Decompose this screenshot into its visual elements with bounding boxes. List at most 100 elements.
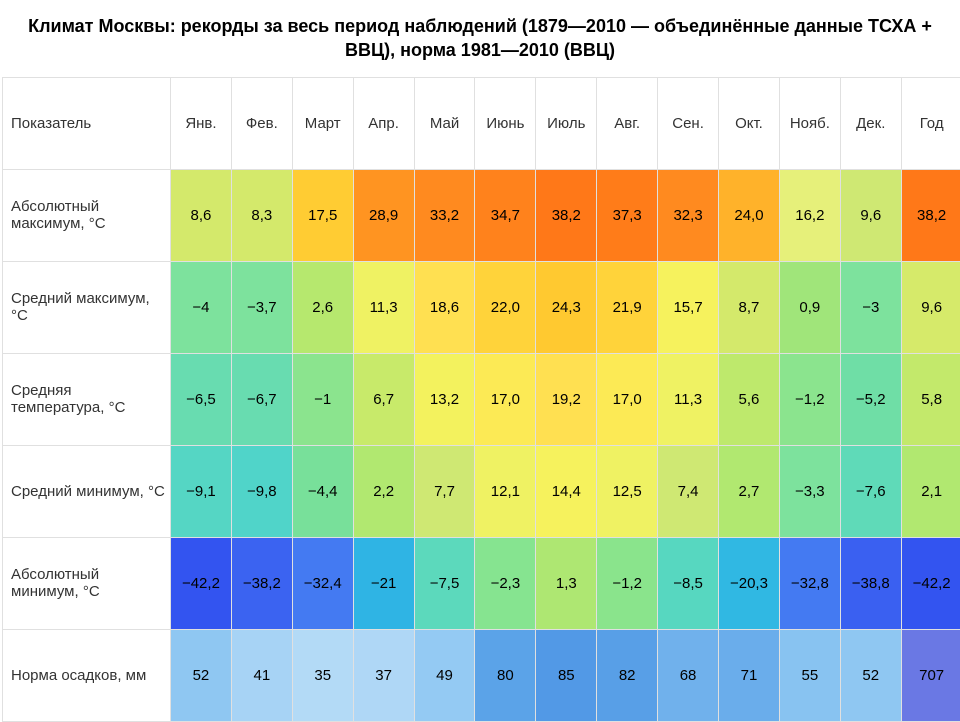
- cell-2-7: 17,0: [597, 353, 658, 445]
- cell-5-4: 49: [414, 629, 475, 721]
- cell-0-10: 16,2: [779, 169, 840, 261]
- cell-5-6: 85: [536, 629, 597, 721]
- cell-0-2: 17,5: [292, 169, 353, 261]
- col-header-1: Фев.: [231, 77, 292, 169]
- cell-3-3: 2,2: [353, 445, 414, 537]
- cell-1-10: 0,9: [779, 261, 840, 353]
- col-header-7: Авг.: [597, 77, 658, 169]
- col-header-4: Май: [414, 77, 475, 169]
- cell-5-11: 52: [840, 629, 901, 721]
- cell-2-10: −1,2: [779, 353, 840, 445]
- cell-1-11: −3: [840, 261, 901, 353]
- cell-3-7: 12,5: [597, 445, 658, 537]
- cell-5-7: 82: [597, 629, 658, 721]
- cell-1-3: 11,3: [353, 261, 414, 353]
- row-label-3: Средний минимум, °C: [3, 445, 171, 537]
- cell-2-3: 6,7: [353, 353, 414, 445]
- cell-4-12: −42,2: [901, 537, 960, 629]
- cell-3-12: 2,1: [901, 445, 960, 537]
- cell-5-10: 55: [779, 629, 840, 721]
- cell-4-5: −2,3: [475, 537, 536, 629]
- cell-3-0: −9,1: [171, 445, 232, 537]
- cell-2-5: 17,0: [475, 353, 536, 445]
- cell-2-11: −5,2: [840, 353, 901, 445]
- cell-0-4: 33,2: [414, 169, 475, 261]
- cell-0-3: 28,9: [353, 169, 414, 261]
- cell-3-9: 2,7: [719, 445, 780, 537]
- cell-1-5: 22,0: [475, 261, 536, 353]
- cell-0-7: 37,3: [597, 169, 658, 261]
- col-header-12: Год: [901, 77, 960, 169]
- cell-2-8: 11,3: [658, 353, 719, 445]
- cell-0-8: 32,3: [658, 169, 719, 261]
- cell-1-2: 2,6: [292, 261, 353, 353]
- cell-1-4: 18,6: [414, 261, 475, 353]
- table-row: Абсолютный минимум, °C −42,2 −38,2−32,4−21…: [3, 537, 960, 629]
- cell-2-12: 5,8: [901, 353, 960, 445]
- cell-1-8: 15,7: [658, 261, 719, 353]
- col-header-8: Сен.: [658, 77, 719, 169]
- table-row: Средний минимум, °C−9,1−9,8−4,42,27,712,…: [3, 445, 960, 537]
- cell-5-3: 37: [353, 629, 414, 721]
- cell-3-6: 14,4: [536, 445, 597, 537]
- cell-5-9: 71: [719, 629, 780, 721]
- col-header-6: Июль: [536, 77, 597, 169]
- row-label-5: Норма осадков, мм: [3, 629, 171, 721]
- cell-1-6: 24,3: [536, 261, 597, 353]
- cell-4-3: −21: [353, 537, 414, 629]
- cell-2-0: −6,5: [171, 353, 232, 445]
- row-label-0: Абсолютный максимум, °C: [3, 169, 171, 261]
- cell-2-4: 13,2: [414, 353, 475, 445]
- cell-0-5: 34,7: [475, 169, 536, 261]
- cell-5-8: 68: [658, 629, 719, 721]
- table-row: Средний максимум, °C−4−3,72,611,318,622,…: [3, 261, 960, 353]
- cell-2-1: −6,7: [231, 353, 292, 445]
- page-title: Климат Москвы: рекорды за весь период на…: [2, 8, 958, 77]
- cell-3-8: 7,4: [658, 445, 719, 537]
- cell-2-9: 5,6: [719, 353, 780, 445]
- col-header-10: Нояб.: [779, 77, 840, 169]
- cell-5-1: 41: [231, 629, 292, 721]
- col-header-0: Янв.: [171, 77, 232, 169]
- col-header-3: Апр.: [353, 77, 414, 169]
- cell-3-4: 7,7: [414, 445, 475, 537]
- col-header-9: Окт.: [719, 77, 780, 169]
- cell-0-6: 38,2: [536, 169, 597, 261]
- cell-4-7: −1,2: [597, 537, 658, 629]
- row-label-1: Средний максимум, °C: [3, 261, 171, 353]
- row-label-4: Абсолютный минимум, °C: [3, 537, 171, 629]
- cell-1-1: −3,7: [231, 261, 292, 353]
- cell-4-1: −38,2: [231, 537, 292, 629]
- table-row: Средняя температура, °C−6,5−6,7−16,713,2…: [3, 353, 960, 445]
- cell-1-12: 9,6: [901, 261, 960, 353]
- cell-5-2: 35: [292, 629, 353, 721]
- cell-1-0: −4: [171, 261, 232, 353]
- cell-1-7: 21,9: [597, 261, 658, 353]
- climate-table: Показатель Янв.Фев.МартАпр.МайИюньИюльАв…: [2, 77, 960, 722]
- table-row: Абсолютный максимум, °C8,68,317,528,933,…: [3, 169, 960, 261]
- table-row: Норма осадков, мм52413537498085826871555…: [3, 629, 960, 721]
- cell-5-0: 52: [171, 629, 232, 721]
- cell-0-9: 24,0: [719, 169, 780, 261]
- cell-3-10: −3,3: [779, 445, 840, 537]
- cell-5-12: 707: [901, 629, 960, 721]
- cell-0-11: 9,6: [840, 169, 901, 261]
- cell-3-2: −4,4: [292, 445, 353, 537]
- cell-4-11: −38,8: [840, 537, 901, 629]
- col-header-11: Дек.: [840, 77, 901, 169]
- col-header-5: Июнь: [475, 77, 536, 169]
- cell-3-11: −7,6: [840, 445, 901, 537]
- cell-3-1: −9,8: [231, 445, 292, 537]
- cell-0-1: 8,3: [231, 169, 292, 261]
- row-label-2: Средняя температура, °C: [3, 353, 171, 445]
- cell-4-4: −7,5: [414, 537, 475, 629]
- cell-3-5: 12,1: [475, 445, 536, 537]
- cell-4-2: −32,4: [292, 537, 353, 629]
- cell-0-0: 8,6: [171, 169, 232, 261]
- cell-4-9: −20,3: [719, 537, 780, 629]
- cell-2-6: 19,2: [536, 353, 597, 445]
- cell-4-6: 1,3: [536, 537, 597, 629]
- cell-0-12: 38,2: [901, 169, 960, 261]
- cell-4-10: −32,8: [779, 537, 840, 629]
- cell-4-8: −8,5: [658, 537, 719, 629]
